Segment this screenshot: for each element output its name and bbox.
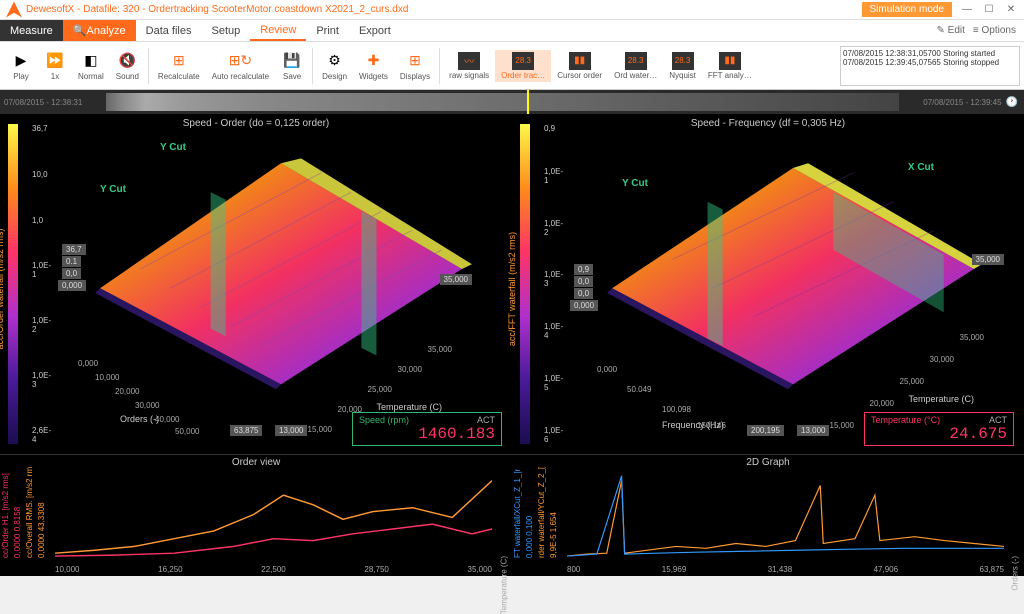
speed-button[interactable]: ⏩1x bbox=[38, 49, 72, 83]
main-plots: 36,710,01,01,0E-11,0E-21,0E-32,6E-4 acc/… bbox=[0, 114, 1024, 454]
save-icon: 💾 bbox=[282, 51, 302, 71]
line-chart bbox=[55, 471, 492, 558]
colorbar-right: 0,91,0E-11,0E-21,0E-31,0E-41,0E-51,0E-6 bbox=[520, 124, 534, 444]
close-button[interactable]: ✕ bbox=[1004, 3, 1018, 17]
sound-icon: 🔇 bbox=[117, 51, 137, 71]
bottom-plots: Order view cc/Order H1. [m/s2 rms] 0,000… bbox=[0, 454, 1024, 576]
x-axis-label: Orders (-) bbox=[120, 414, 159, 424]
graph-2d[interactable]: 2D Graph FT waterfall/XCut_Z_1_[r 0,000 … bbox=[512, 454, 1024, 576]
autocalc-icon: ⊞↻ bbox=[230, 51, 250, 71]
normal-button[interactable]: ◧Normal bbox=[72, 49, 110, 83]
design-button[interactable]: ⚙Design bbox=[316, 49, 353, 83]
calc-icon: ⊞ bbox=[169, 51, 189, 71]
tab-measure[interactable]: Measure bbox=[0, 20, 63, 41]
ycut-label: Y Cut bbox=[622, 178, 648, 189]
speed-readout: Speed (rpm)ACT 1460.183 bbox=[352, 412, 502, 446]
waveform-overview[interactable] bbox=[106, 93, 899, 111]
fft-waterfall-3d[interactable]: 0,91,0E-11,0E-21,0E-31,0E-41,0E-51,0E-6 … bbox=[512, 114, 1024, 454]
plot-title: Order view bbox=[232, 457, 280, 468]
edit-link[interactable]: ✎ Edit bbox=[937, 25, 965, 36]
x-ticks: 10,00016,25022,50028,75035,000 bbox=[55, 565, 492, 574]
z-axis-label: Temperature (C) bbox=[376, 402, 442, 412]
widgets-button[interactable]: ✚Widgets bbox=[353, 49, 394, 83]
colorbar-left: 36,710,01,01,0E-11,0E-21,0E-32,6E-4 bbox=[8, 124, 22, 444]
z-axis-label: Temperature (C) bbox=[908, 394, 974, 404]
line-chart bbox=[567, 471, 1004, 558]
plot-title: Speed - Order (do = 0,125 order) bbox=[183, 118, 329, 129]
plot-title: 2D Graph bbox=[746, 457, 789, 468]
nyquist-button[interactable]: 28.3Nyquist bbox=[663, 50, 702, 82]
digits-icon: 28.3 bbox=[512, 52, 534, 70]
order-waterfall-3d[interactable]: 36,710,01,01,0E-11,0E-21,0E-32,6E-4 acc/… bbox=[0, 114, 512, 454]
order-tracking-button[interactable]: 28.3Order trac… bbox=[495, 50, 551, 82]
ycut-label: Y Cut bbox=[160, 142, 186, 153]
sound-button[interactable]: 🔇Sound bbox=[110, 49, 145, 83]
digits2-icon: 28.3 bbox=[625, 52, 647, 70]
ord-waterfall-button[interactable]: 28.3Ord water… bbox=[608, 50, 663, 82]
raw-signals-button[interactable]: 〰raw signals bbox=[443, 50, 495, 82]
toolbar: ▶Play ⏩1x ◧Normal 🔇Sound ⊞Recalculate ⊞↻… bbox=[0, 42, 1024, 90]
temperature-readout: Temperature (°C)ACT 24.675 bbox=[864, 412, 1014, 446]
signal-icon: 〰 bbox=[458, 52, 480, 70]
fft-button[interactable]: ▮▮FFT analy… bbox=[702, 50, 758, 82]
title-bar: DewesoftX - Datafile: 320 - Ordertrackin… bbox=[0, 0, 1024, 20]
play-icon: ▶ bbox=[11, 51, 31, 71]
grid-icon: ⊞ bbox=[405, 51, 425, 71]
app-title: DewesoftX - Datafile: 320 - Ordertrackin… bbox=[26, 4, 862, 15]
colorbar-axis-label: acc/Order waterfall (m/s2 rms) bbox=[0, 228, 5, 349]
xcut-label: X Cut bbox=[908, 162, 934, 173]
options-link[interactable]: ≡ Options bbox=[973, 25, 1016, 36]
recalculate-button[interactable]: ⊞Recalculate bbox=[152, 49, 206, 83]
mode-icon: ◧ bbox=[81, 51, 101, 71]
plot-title: Speed - Frequency (df = 0,305 Hz) bbox=[691, 118, 845, 129]
tab-analyze[interactable]: 🔍 Analyze bbox=[63, 20, 136, 41]
minimize-button[interactable]: — bbox=[960, 3, 974, 17]
log-panel: 07/08/2015 12:38:31,05700 Storing starte… bbox=[840, 46, 1020, 86]
tab-setup[interactable]: Setup bbox=[202, 20, 251, 41]
digits3-icon: 28.3 bbox=[672, 52, 694, 70]
clock-icon[interactable]: 🕐 bbox=[1006, 97, 1024, 108]
bars-icon: ▮▮ bbox=[569, 52, 591, 70]
time-start: 07/08/2015 - 12:38:31 bbox=[0, 98, 86, 107]
order-view-2d[interactable]: Order view cc/Order H1. [m/s2 rms] 0,000… bbox=[0, 454, 512, 576]
displays-button[interactable]: ⊞Displays bbox=[394, 49, 436, 83]
autorecalculate-button[interactable]: ⊞↻Auto recalculate bbox=[206, 49, 275, 83]
app-logo-icon bbox=[6, 2, 22, 18]
tab-review[interactable]: Review bbox=[250, 20, 306, 41]
fast-forward-icon: ⏩ bbox=[45, 51, 65, 71]
save-button[interactable]: 💾Save bbox=[275, 49, 309, 83]
top-tabs: Measure 🔍 Analyze Data files Setup Revie… bbox=[0, 20, 1024, 42]
log-line: 07/08/2015 12:38:31,05700 Storing starte… bbox=[843, 49, 1017, 58]
tab-print[interactable]: Print bbox=[306, 20, 349, 41]
ycut-label2: Y Cut bbox=[100, 184, 126, 195]
colorbar-axis-label: acc/FFT waterfall (m/s2 rms) bbox=[507, 232, 517, 346]
play-button[interactable]: ▶Play bbox=[4, 49, 38, 83]
surface-3d[interactable] bbox=[80, 144, 482, 394]
timeline[interactable]: 07/08/2015 - 12:38:31 07/08/2015 - 12:39… bbox=[0, 90, 1024, 114]
gear-icon: ⚙ bbox=[325, 51, 345, 71]
tab-datafiles[interactable]: Data files bbox=[136, 20, 202, 41]
time-end: 07/08/2015 - 12:39:45 bbox=[919, 98, 1005, 107]
bars2-icon: ▮▮ bbox=[719, 52, 741, 70]
x-ticks: 80015,96931,43847,90663,875 bbox=[567, 565, 1004, 574]
plus-icon: ✚ bbox=[363, 51, 383, 71]
maximize-button[interactable]: ☐ bbox=[982, 3, 996, 17]
cursor-order-button[interactable]: ▮▮Cursor order bbox=[551, 50, 608, 82]
tab-export[interactable]: Export bbox=[349, 20, 401, 41]
simulation-badge: Simulation mode bbox=[862, 2, 952, 17]
log-line: 07/08/2015 12:39:45,07565 Storing stoppe… bbox=[843, 58, 1017, 67]
